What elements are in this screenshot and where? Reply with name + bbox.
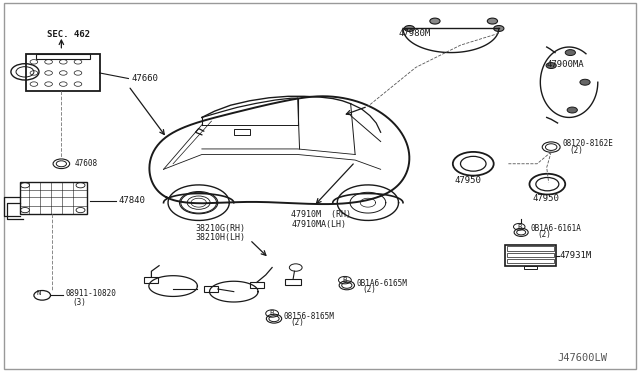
Bar — [507, 246, 554, 251]
Bar — [36, 54, 90, 59]
Circle shape — [580, 79, 590, 85]
Text: 08156-8165M: 08156-8165M — [284, 312, 335, 321]
Text: 08120-8162E: 08120-8162E — [563, 139, 614, 148]
Circle shape — [565, 49, 575, 55]
Bar — [285, 279, 301, 285]
Bar — [26, 54, 100, 92]
Text: B: B — [517, 224, 522, 230]
Circle shape — [567, 107, 577, 113]
Text: 47950: 47950 — [454, 176, 481, 185]
Bar — [145, 277, 159, 283]
Circle shape — [493, 26, 504, 32]
Bar — [250, 282, 264, 288]
Bar — [20, 182, 87, 214]
Text: 47910M  (RH): 47910M (RH) — [291, 211, 351, 219]
Text: 47900MA: 47900MA — [547, 60, 584, 69]
Text: (2): (2) — [290, 318, 304, 327]
Text: N: N — [37, 291, 41, 296]
Bar — [524, 266, 537, 269]
Text: J47600LW: J47600LW — [557, 353, 607, 363]
Circle shape — [546, 62, 556, 68]
Text: 47950: 47950 — [532, 195, 559, 203]
Text: 47608: 47608 — [74, 159, 97, 168]
Text: 47660: 47660 — [132, 74, 159, 83]
Text: 0B1A6-6161A: 0B1A6-6161A — [531, 224, 582, 233]
Text: 08911-10820: 08911-10820 — [66, 289, 116, 298]
Text: (3): (3) — [72, 298, 86, 307]
Text: 47980M: 47980M — [399, 29, 431, 38]
Text: (2): (2) — [537, 230, 551, 240]
Bar — [507, 253, 554, 257]
Text: B: B — [342, 277, 348, 283]
Bar — [204, 286, 218, 292]
Text: 38210G(RH): 38210G(RH) — [195, 224, 246, 233]
Bar — [234, 129, 250, 135]
Text: 47931M: 47931M — [559, 251, 592, 260]
Text: (2): (2) — [363, 285, 377, 294]
Circle shape — [430, 18, 440, 24]
Bar — [507, 259, 554, 263]
Bar — [505, 245, 556, 266]
Circle shape — [487, 18, 497, 24]
Text: (2): (2) — [569, 146, 583, 155]
Text: 47910MA(LH): 47910MA(LH) — [291, 221, 346, 230]
Text: SEC. 462: SEC. 462 — [47, 30, 90, 39]
Text: B: B — [269, 311, 275, 317]
Circle shape — [404, 26, 415, 32]
Text: 38210H(LH): 38210H(LH) — [195, 232, 246, 242]
Text: 0B1A6-6165M: 0B1A6-6165M — [356, 279, 407, 288]
Text: 47840: 47840 — [119, 196, 146, 205]
